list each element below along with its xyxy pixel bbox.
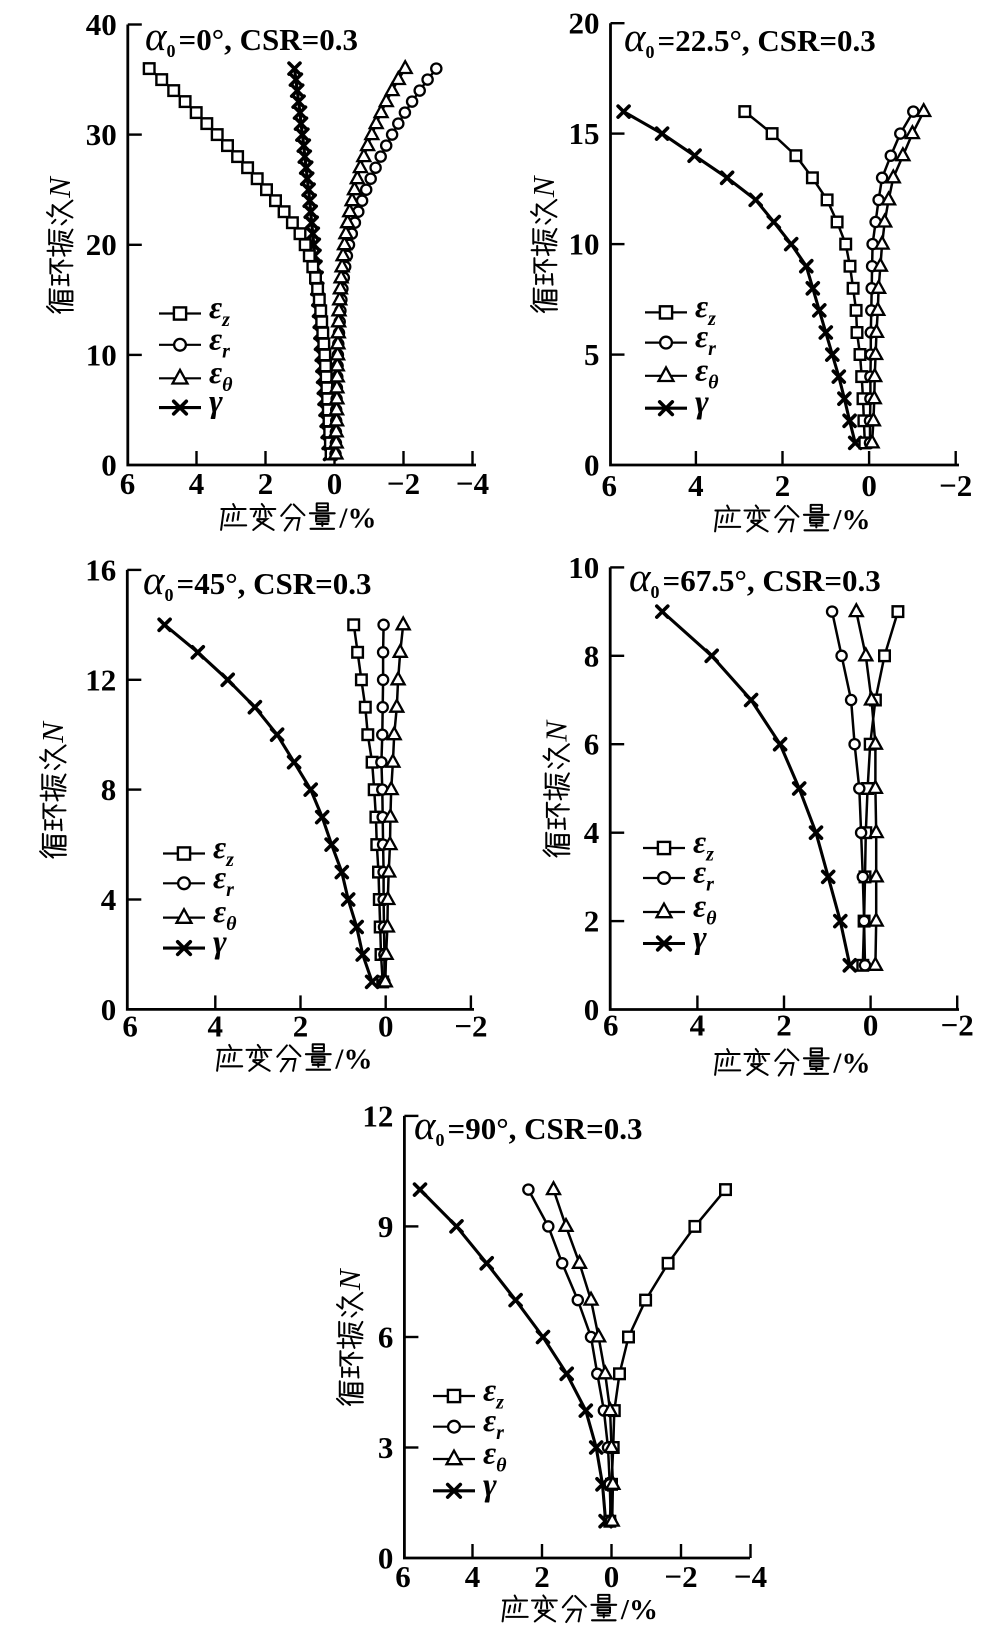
- svg-text:6: 6: [602, 468, 618, 503]
- svg-text:εθ: εθ: [209, 354, 233, 396]
- svg-text:εz: εz: [693, 824, 714, 866]
- svg-text:6: 6: [122, 1008, 138, 1043]
- svg-text:3: 3: [378, 1430, 394, 1465]
- svg-text:εθ: εθ: [693, 888, 717, 930]
- svg-text:εz: εz: [483, 1372, 504, 1414]
- svg-text:0: 0: [378, 1008, 394, 1043]
- svg-text:/%: /%: [620, 1594, 658, 1626]
- svg-text:N: N: [539, 719, 574, 743]
- svg-text:−2: −2: [664, 1559, 697, 1594]
- svg-text:10: 10: [568, 550, 599, 585]
- svg-text:−2: −2: [387, 466, 420, 501]
- svg-text:0: 0: [584, 992, 600, 1027]
- svg-text:6: 6: [395, 1559, 411, 1594]
- svg-text:εr: εr: [695, 318, 716, 360]
- svg-text:0: 0: [861, 468, 877, 503]
- svg-text:10: 10: [86, 337, 117, 372]
- svg-text:εθ: εθ: [483, 1435, 507, 1477]
- svg-text:α0=45°, CSR=0.3: α0=45°, CSR=0.3: [143, 557, 372, 605]
- svg-text:6: 6: [603, 1008, 619, 1043]
- svg-text:4: 4: [688, 468, 704, 503]
- svg-text:γ: γ: [693, 920, 707, 956]
- svg-text:γ: γ: [213, 925, 227, 961]
- svg-text:2: 2: [775, 468, 791, 503]
- svg-text:−2: −2: [941, 1008, 974, 1043]
- svg-text:2: 2: [293, 1008, 309, 1043]
- svg-text:15: 15: [569, 116, 600, 151]
- svg-text:/%: /%: [338, 503, 376, 535]
- svg-text:0: 0: [604, 1559, 620, 1594]
- svg-text:γ: γ: [483, 1467, 497, 1503]
- svg-text:6: 6: [120, 466, 136, 501]
- svg-text:20: 20: [86, 227, 117, 262]
- svg-text:4: 4: [584, 815, 600, 850]
- svg-text:5: 5: [584, 337, 600, 372]
- svg-text:0: 0: [378, 1541, 394, 1576]
- svg-text:6: 6: [584, 727, 600, 762]
- svg-text:/%: /%: [832, 1048, 870, 1080]
- svg-text:εr: εr: [483, 1402, 504, 1444]
- svg-text:0: 0: [863, 1008, 879, 1043]
- svg-text:2: 2: [584, 904, 600, 939]
- svg-text:8: 8: [584, 638, 600, 673]
- svg-text:4: 4: [208, 1008, 224, 1043]
- svg-text:N: N: [42, 175, 77, 199]
- svg-text:−4: −4: [456, 466, 489, 501]
- svg-text:N: N: [35, 720, 70, 744]
- svg-text:0: 0: [101, 448, 117, 483]
- svg-text:α0=67.5°, CSR=0.3: α0=67.5°, CSR=0.3: [629, 554, 881, 602]
- svg-text:10: 10: [569, 227, 600, 262]
- svg-text:0: 0: [584, 448, 600, 483]
- svg-text:4: 4: [101, 882, 117, 917]
- svg-text:N: N: [526, 174, 561, 198]
- svg-text:/%: /%: [832, 504, 870, 536]
- svg-text:30: 30: [86, 117, 117, 152]
- svg-text:εz: εz: [213, 829, 234, 871]
- svg-text:α0=90°, CSR=0.3: α0=90°, CSR=0.3: [414, 1102, 643, 1150]
- svg-text:γ: γ: [209, 384, 223, 420]
- svg-text:0: 0: [327, 466, 343, 501]
- svg-text:γ: γ: [695, 385, 709, 421]
- svg-text:−4: −4: [734, 1559, 767, 1594]
- svg-text:2: 2: [534, 1559, 550, 1594]
- svg-text:8: 8: [101, 772, 117, 807]
- svg-text:/%: /%: [334, 1043, 372, 1075]
- svg-text:2: 2: [258, 466, 274, 501]
- svg-text:εθ: εθ: [695, 351, 719, 393]
- svg-text:4: 4: [465, 1559, 481, 1594]
- svg-text:20: 20: [569, 6, 600, 41]
- svg-text:4: 4: [690, 1008, 706, 1043]
- svg-text:0: 0: [101, 992, 117, 1027]
- svg-text:2: 2: [776, 1008, 792, 1043]
- svg-text:16: 16: [85, 552, 116, 587]
- svg-text:εθ: εθ: [213, 893, 237, 935]
- svg-text:6: 6: [378, 1320, 394, 1355]
- svg-text:α0=0°, CSR=0.3: α0=0°, CSR=0.3: [145, 13, 358, 61]
- svg-text:εr: εr: [213, 859, 234, 901]
- svg-text:εz: εz: [695, 288, 716, 330]
- svg-text:α0=22.5°, CSR=0.3: α0=22.5°, CSR=0.3: [624, 14, 876, 62]
- svg-text:12: 12: [85, 662, 116, 697]
- svg-text:εr: εr: [209, 320, 230, 362]
- svg-text:N: N: [332, 1267, 367, 1291]
- svg-text:−2: −2: [939, 468, 972, 503]
- svg-text:9: 9: [378, 1209, 394, 1244]
- svg-text:−2: −2: [454, 1008, 487, 1043]
- svg-text:εz: εz: [209, 289, 230, 331]
- svg-text:4: 4: [189, 466, 205, 501]
- svg-text:12: 12: [362, 1098, 393, 1133]
- svg-text:40: 40: [86, 7, 117, 42]
- svg-text:εr: εr: [693, 854, 714, 896]
